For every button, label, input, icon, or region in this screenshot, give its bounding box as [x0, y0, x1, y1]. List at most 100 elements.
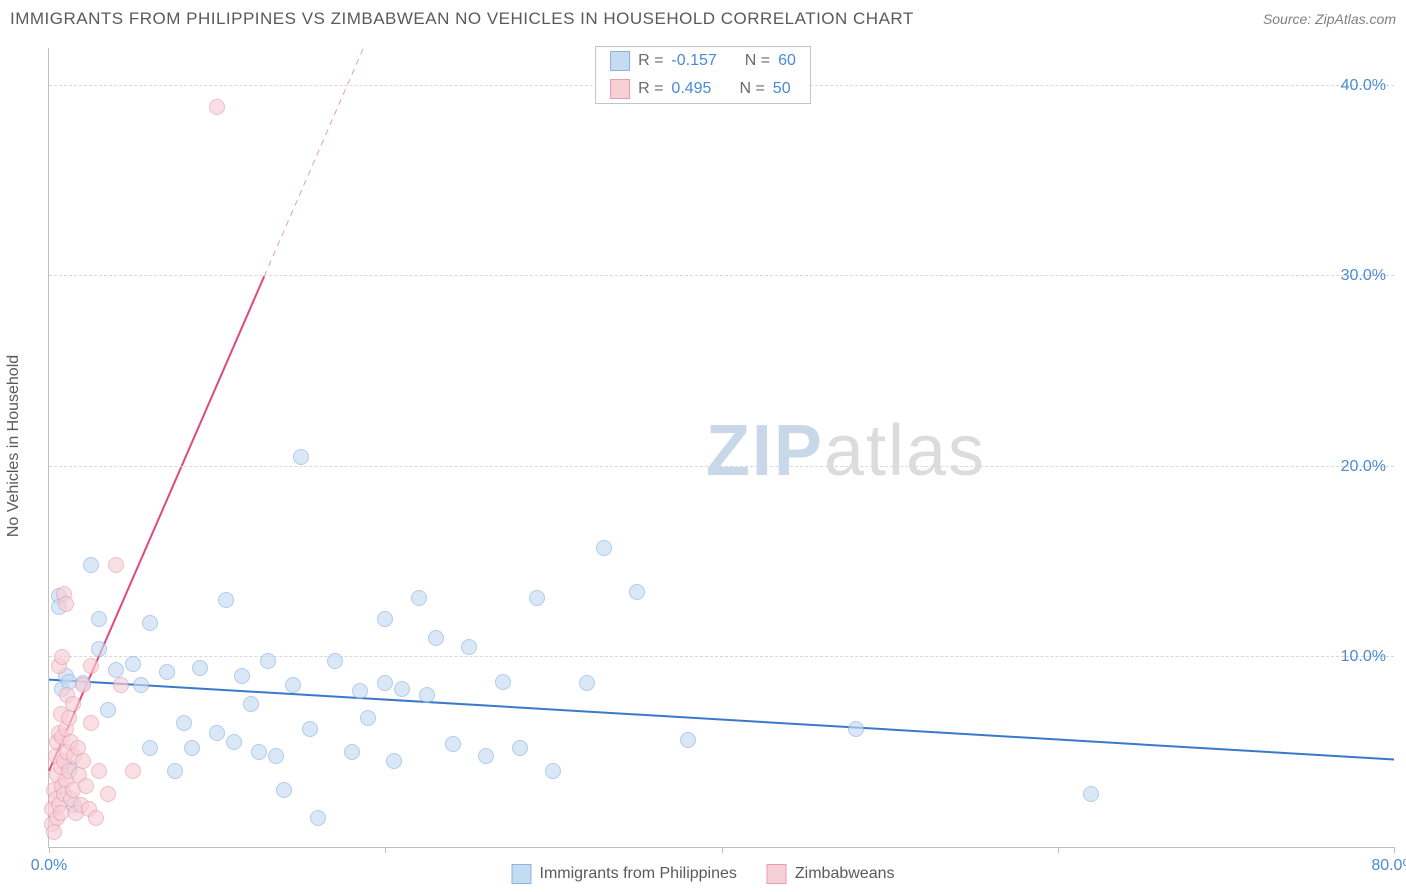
- legend-bottom-label-1: Zimbabweans: [795, 865, 895, 883]
- gridline-h: [49, 466, 1394, 467]
- trend-lines-layer: [49, 48, 1394, 847]
- scatter-point: [88, 810, 104, 826]
- scatter-point: [344, 744, 360, 760]
- scatter-point: [113, 677, 129, 693]
- scatter-point: [302, 721, 318, 737]
- scatter-point: [209, 99, 225, 115]
- y-tick-label: 20.0%: [1341, 458, 1386, 476]
- scatter-point: [91, 641, 107, 657]
- legend-stats-box: R = -0.157 N = 60 R = 0.495 N = 50: [595, 46, 811, 104]
- scatter-point: [91, 763, 107, 779]
- y-tick-label: 10.0%: [1341, 648, 1386, 666]
- legend-bottom-swatch-1: [767, 864, 787, 884]
- scatter-point: [529, 590, 545, 606]
- x-tick: [722, 847, 723, 853]
- n-label-1: N =: [739, 80, 764, 98]
- legend-series-item-1: Zimbabweans: [767, 864, 895, 884]
- source-label: Source: ZipAtlas.com: [1263, 11, 1396, 27]
- scatter-point: [596, 540, 612, 556]
- scatter-point: [285, 677, 301, 693]
- legend-stats-row-0: R = -0.157 N = 60: [596, 47, 810, 75]
- scatter-point: [125, 656, 141, 672]
- scatter-point: [251, 744, 267, 760]
- x-tick-label: 80.0%: [1371, 857, 1406, 875]
- scatter-point: [377, 611, 393, 627]
- scatter-point: [260, 653, 276, 669]
- gridline-h: [49, 656, 1394, 657]
- scatter-point: [461, 639, 477, 655]
- y-axis-label: No Vehicles in Household: [5, 355, 23, 537]
- n-label-0: N =: [745, 52, 770, 70]
- y-tick-label: 40.0%: [1341, 77, 1386, 95]
- scatter-point: [133, 677, 149, 693]
- scatter-point: [680, 732, 696, 748]
- scatter-point: [83, 557, 99, 573]
- scatter-point: [218, 592, 234, 608]
- scatter-point: [184, 740, 200, 756]
- scatter-point: [159, 664, 175, 680]
- scatter-point: [243, 696, 259, 712]
- scatter-point: [75, 753, 91, 769]
- trend-line: [49, 276, 264, 771]
- trend-line: [264, 48, 363, 276]
- scatter-point: [58, 596, 74, 612]
- x-tick: [1058, 847, 1059, 853]
- scatter-point: [327, 653, 343, 669]
- scatter-point: [83, 715, 99, 731]
- y-tick-label: 30.0%: [1341, 267, 1386, 285]
- scatter-point: [848, 721, 864, 737]
- scatter-point: [352, 683, 368, 699]
- scatter-point: [142, 740, 158, 756]
- legend-bottom-label-0: Immigrants from Philippines: [539, 865, 736, 883]
- scatter-point: [512, 740, 528, 756]
- scatter-point: [394, 681, 410, 697]
- scatter-point: [276, 782, 292, 798]
- n-value-1: 50: [773, 80, 791, 98]
- scatter-point: [100, 702, 116, 718]
- legend-swatch-1: [610, 79, 630, 99]
- chart-title: IMMIGRANTS FROM PHILIPPINES VS ZIMBABWEA…: [10, 9, 914, 29]
- r-value-1: 0.495: [671, 80, 711, 98]
- scatter-point: [108, 662, 124, 678]
- scatter-point: [65, 696, 81, 712]
- x-tick: [385, 847, 386, 853]
- scatter-point: [167, 763, 183, 779]
- scatter-point: [579, 675, 595, 691]
- x-tick: [1394, 847, 1395, 853]
- r-label-1: R =: [638, 80, 663, 98]
- scatter-point: [419, 687, 435, 703]
- legend-swatch-0: [610, 51, 630, 71]
- scatter-point: [142, 615, 158, 631]
- scatter-point: [100, 786, 116, 802]
- scatter-point: [234, 668, 250, 684]
- scatter-point: [629, 584, 645, 600]
- scatter-point: [310, 810, 326, 826]
- scatter-point: [445, 736, 461, 752]
- x-tick-label: 0.0%: [31, 857, 67, 875]
- r-value-0: -0.157: [671, 52, 716, 70]
- scatter-point: [75, 677, 91, 693]
- scatter-point: [125, 763, 141, 779]
- scatter-point: [1083, 786, 1099, 802]
- scatter-point: [268, 748, 284, 764]
- scatter-point: [545, 763, 561, 779]
- scatter-point: [46, 824, 62, 840]
- scatter-point: [495, 674, 511, 690]
- scatter-point: [91, 611, 107, 627]
- legend-series-item-0: Immigrants from Philippines: [511, 864, 736, 884]
- scatter-point: [83, 658, 99, 674]
- legend-series-box: Immigrants from Philippines Zimbabweans: [511, 864, 894, 884]
- scatter-point: [108, 557, 124, 573]
- legend-stats-row-1: R = 0.495 N = 50: [596, 75, 810, 103]
- legend-bottom-swatch-0: [511, 864, 531, 884]
- scatter-point: [176, 715, 192, 731]
- scatter-point: [411, 590, 427, 606]
- x-tick: [49, 847, 50, 853]
- n-value-0: 60: [778, 52, 796, 70]
- title-bar: IMMIGRANTS FROM PHILIPPINES VS ZIMBABWEA…: [0, 0, 1406, 38]
- scatter-point: [54, 649, 70, 665]
- scatter-point: [209, 725, 225, 741]
- scatter-point: [478, 748, 494, 764]
- scatter-point: [377, 675, 393, 691]
- r-label-0: R =: [638, 52, 663, 70]
